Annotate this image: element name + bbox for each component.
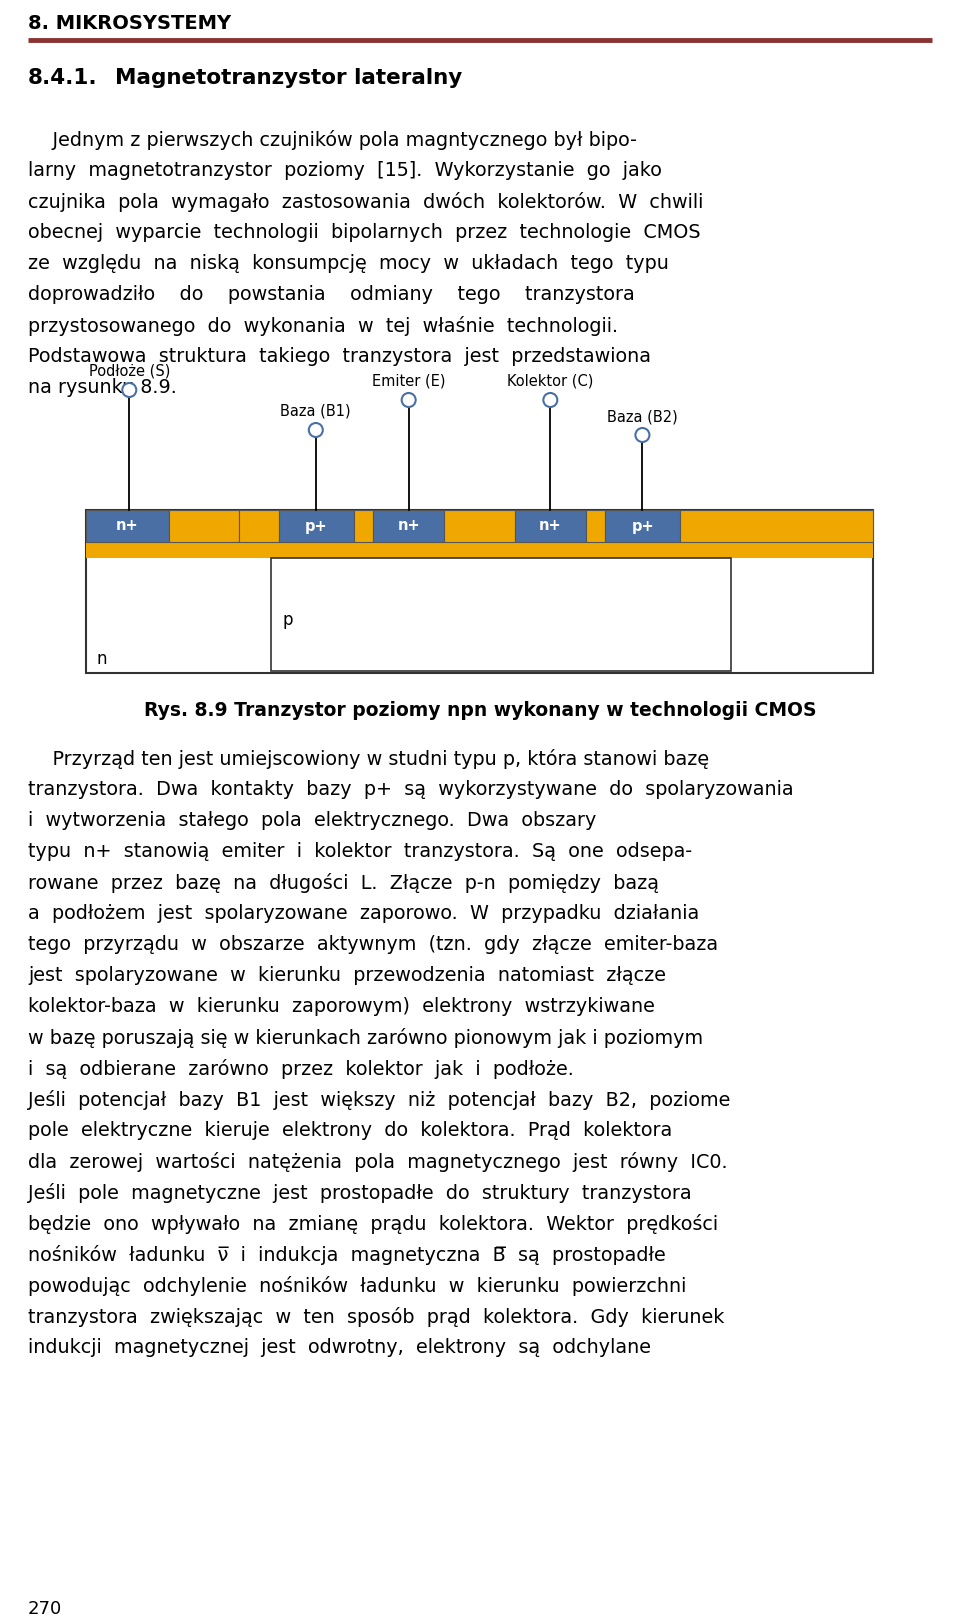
Text: kolektor-baza  w  kierunku  zaporowym)  elektrony  wstrzykiwane: kolektor-baza w kierunku zaporowym) elek… [28,997,655,1016]
Bar [444,510,515,542]
Text: przystosowanego  do  wykonania  w  tej  właśnie  technologii.: przystosowanego do wykonania w tej właśn… [28,316,618,336]
Circle shape [543,393,558,407]
Text: Magnetotranzystor lateralny: Magnetotranzystor lateralny [115,68,463,88]
Bar [606,510,681,542]
Text: 8. MIKROSYSTEMY: 8. MIKROSYSTEMY [28,15,231,32]
Text: czujnika  pola  wymagało  zastosowania  dwóch  kolektorów.  W  chwili: czujnika pola wymagało zastosowania dwóc… [28,192,704,213]
Text: nośników  ładunku  ν̅  i  indukcja  magnetyczna  B̅  są  prostopadłe: nośników ładunku ν̅ i indukcja magnetycz… [28,1245,665,1264]
Bar [86,510,873,674]
Text: pole  elektryczne  kieruje  elektrony  do  kolektora.  Prąd  kolektora: pole elektryczne kieruje elektrony do ko… [28,1121,672,1139]
Text: doprowadziło    do    powstania    odmiany    tego    tranzystora: doprowadziło do powstania odmiany tego t… [28,286,635,304]
Text: i  są  odbierane  zarówno  przez  kolektor  jak  i  podłoże.: i są odbierane zarówno przez kolektor ja… [28,1058,574,1079]
Text: a  podłożem  jest  spolaryzowane  zaporowo.  W  przypadku  działania: a podłożem jest spolaryzowane zaporowo. … [28,904,699,923]
Text: tranzystora.  Dwa  kontakty  bazy  p+  są  wykorzystywane  do  spolaryzowania: tranzystora. Dwa kontakty bazy p+ są wyk… [28,781,794,799]
Text: Podstawowa  struktura  takiego  tranzystora  jest  przedstawiona: Podstawowa struktura takiego tranzystora… [28,347,651,367]
Text: 270: 270 [28,1600,62,1618]
Text: p+: p+ [305,518,327,534]
Text: Kolektor (C): Kolektor (C) [507,373,593,390]
Text: n+: n+ [116,518,138,534]
Bar [169,510,239,542]
Circle shape [401,393,416,407]
Text: powodując  odchylenie  nośników  ładunku  w  kierunku  powierzchni: powodując odchylenie nośników ładunku w … [28,1276,686,1297]
Text: p+: p+ [632,518,654,534]
Text: dla  zerowej  wartości  natężenia  pola  magnetycznego  jest  równy  IC0.: dla zerowej wartości natężenia pola magn… [28,1152,728,1172]
Circle shape [122,383,136,398]
Circle shape [309,424,323,437]
Text: Przyrząd ten jest umiejscowiony w studni typu p, która stanowi bazę: Przyrząd ten jest umiejscowiony w studni… [28,748,709,769]
Text: na rysunku 8.9.: na rysunku 8.9. [28,378,177,398]
Text: będzie  ono  wpływało  na  zmianę  prądu  kolektora.  Wektor  prędkości: będzie ono wpływało na zmianę prądu kole… [28,1214,718,1233]
Bar [239,510,278,542]
Text: Rys. 8.9 Tranzystor poziomy npn wykonany w technologii CMOS: Rys. 8.9 Tranzystor poziomy npn wykonany… [144,701,816,721]
Text: tego  przyrządu  w  obszarze  aktywnym  (tzn.  gdy  złącze  emiter-baza: tego przyrządu w obszarze aktywnym (tzn.… [28,935,718,954]
Text: typu  n+  stanowią  emiter  i  kolektor  tranzystora.  Są  one  odsepa-: typu n+ stanowią emiter i kolektor tranz… [28,842,692,860]
Text: larny  magnetotranzystor  poziomy  [15].  Wykorzystanie  go  jako: larny magnetotranzystor poziomy [15]. Wy… [28,161,661,180]
Bar [353,510,373,542]
Text: tranzystora  zwiększając  w  ten  sposób  prąd  kolektora.  Gdy  kierunek: tranzystora zwiększając w ten sposób prą… [28,1307,725,1328]
Text: Emiter (E): Emiter (E) [372,373,445,390]
Bar [515,510,586,542]
Text: Baza (B2): Baza (B2) [607,409,678,424]
Bar [86,510,169,542]
Bar [271,558,732,670]
Text: Baza (B1): Baza (B1) [280,404,351,419]
Text: n+: n+ [539,518,562,534]
Text: rowane  przez  bazę  na  długości  L.  Złącze  p-n  pomiędzy  bazą: rowane przez bazę na długości L. Złącze … [28,873,659,893]
Bar [86,542,873,558]
Text: jest  spolaryzowane  w  kierunku  przewodzenia  natomiast  złącze: jest spolaryzowane w kierunku przewodzen… [28,966,666,985]
Text: w bazę poruszają się w kierunkach zarówno pionowym jak i poziomym: w bazę poruszają się w kierunkach zarówn… [28,1027,703,1048]
Bar [278,510,353,542]
Circle shape [636,428,649,441]
Text: Podłoże (S): Podłoże (S) [88,364,170,380]
Text: ze  względu  na  niską  konsumpcję  mocy  w  układach  tego  typu: ze względu na niską konsumpcję mocy w uk… [28,255,669,273]
Text: i  wytworzenia  stałego  pola  elektrycznego.  Dwa  obszary: i wytworzenia stałego pola elektrycznego… [28,812,596,829]
Text: n+: n+ [397,518,420,534]
Text: n: n [96,649,107,669]
Bar [586,510,606,542]
Text: Jeśli  pole  magnetyczne  jest  prostopadłe  do  struktury  tranzystora: Jeśli pole magnetyczne jest prostopadłe … [28,1183,691,1203]
Text: Jeśli  potencjał  bazy  B1  jest  większy  niż  potencjał  bazy  B2,  poziome: Jeśli potencjał bazy B1 jest większy niż… [28,1091,731,1110]
Text: p: p [283,612,294,630]
Text: Jednym z pierwszych czujników pola magntycznego był bipo-: Jednym z pierwszych czujników pola magnt… [28,130,636,149]
Bar [373,510,444,542]
Bar [681,510,873,542]
Text: obecnej  wyparcie  technologii  bipolarnych  przez  technologie  CMOS: obecnej wyparcie technologii bipolarnych… [28,222,701,242]
Text: 8.4.1.: 8.4.1. [28,68,98,88]
Text: indukcji  magnetycznej  jest  odwrotny,  elektrony  są  odchylane: indukcji magnetycznej jest odwrotny, ele… [28,1337,651,1357]
